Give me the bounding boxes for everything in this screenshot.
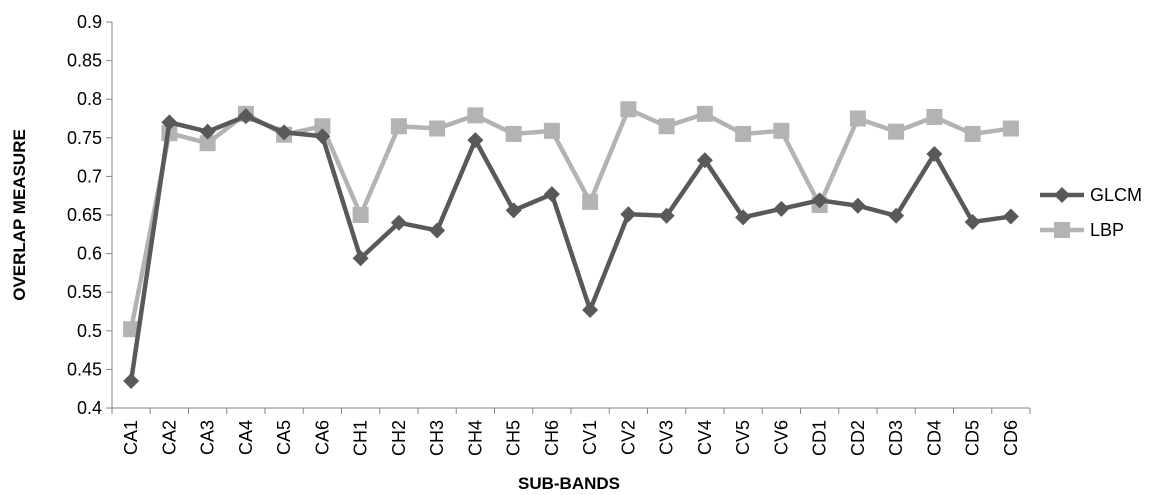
series-lbp xyxy=(123,101,1019,338)
x-tick-label: CV6 xyxy=(771,420,791,455)
series-line-lbp xyxy=(128,106,1012,330)
x-tick-label: CV1 xyxy=(580,420,600,455)
x-tick-label: CA3 xyxy=(198,420,218,455)
data-point-glcm xyxy=(811,192,828,209)
legend-marker xyxy=(1054,187,1070,203)
data-point-glcm xyxy=(926,146,943,163)
data-point-lbp xyxy=(582,193,599,210)
x-tick-label: CV4 xyxy=(695,420,715,455)
y-tick-label: 0.75 xyxy=(67,128,102,148)
x-tick-label: CH2 xyxy=(389,420,409,456)
x-tick-label: CD2 xyxy=(848,420,868,456)
data-point-lbp xyxy=(390,118,407,135)
y-tick-label: 0.8 xyxy=(77,89,102,109)
data-point-glcm xyxy=(1002,208,1019,225)
data-point-glcm xyxy=(696,152,713,169)
data-point-lbp xyxy=(352,207,369,223)
y-tick-label: 0.6 xyxy=(77,244,102,264)
data-point-glcm xyxy=(237,108,254,125)
y-tick-label: 0.9 xyxy=(77,12,102,32)
x-tick-label: CA2 xyxy=(159,420,179,455)
x-tick-label: CH1 xyxy=(351,420,371,456)
x-tick-label: CH6 xyxy=(542,420,562,456)
y-tick-label: 0.55 xyxy=(67,282,102,302)
data-point-lbp xyxy=(314,118,331,135)
y-tick-label: 0.7 xyxy=(77,166,102,186)
data-point-glcm xyxy=(390,214,407,231)
series-line-glcm xyxy=(128,113,1012,382)
y-tick-label: 0.4 xyxy=(77,398,102,418)
y-axis-title: OVERLAP MEASURE xyxy=(10,129,29,301)
data-point-lbp xyxy=(199,135,216,152)
x-tick-label: CD5 xyxy=(963,420,983,456)
data-point-lbp xyxy=(429,120,446,137)
legend-item-glcm: GLCM xyxy=(1040,185,1142,205)
data-point-glcm xyxy=(123,372,140,389)
data-point-glcm xyxy=(429,222,446,239)
data-point-glcm xyxy=(849,197,866,214)
data-point-glcm xyxy=(773,200,790,217)
data-point-glcm xyxy=(505,202,522,219)
legend-marker xyxy=(1054,222,1070,238)
data-point-glcm xyxy=(620,206,637,223)
x-tick-label: CH4 xyxy=(465,420,485,456)
data-point-glcm xyxy=(543,186,560,203)
data-point-lbp xyxy=(620,101,637,118)
legend-label: GLCM xyxy=(1090,185,1142,205)
x-tick-label: CV2 xyxy=(618,420,638,455)
data-point-lbp xyxy=(123,321,140,338)
axes: 0.4 0.45 0.5 0.55 0.6 0.65 0.7 0.75 0.8 0.85 0.9 CA… xyxy=(67,12,1031,456)
data-point-glcm xyxy=(582,301,599,318)
x-axis-title: SUB-BANDS xyxy=(518,474,620,493)
y-tick-label: 0.65 xyxy=(67,205,102,225)
data-point-lbp xyxy=(888,123,905,140)
data-point-glcm xyxy=(352,250,369,267)
series-layer xyxy=(123,101,1019,389)
x-tick-label: CA1 xyxy=(121,420,141,455)
legend-item-lbp: LBP xyxy=(1040,220,1124,240)
data-point-lbp xyxy=(467,107,484,124)
legend: GLCM LBP xyxy=(1040,185,1142,240)
data-point-lbp xyxy=(735,125,752,142)
x-tick-label: CD1 xyxy=(810,420,830,456)
y-tick-label: 0.85 xyxy=(67,51,102,71)
x-tick-label: CD3 xyxy=(886,420,906,456)
data-point-glcm xyxy=(888,207,905,224)
x-tick-label: CH5 xyxy=(504,420,524,456)
x-tick-label: CD6 xyxy=(1001,420,1021,456)
data-point-glcm xyxy=(735,209,752,226)
data-point-glcm xyxy=(199,123,216,140)
data-point-lbp xyxy=(773,122,790,139)
x-tick-label: CA5 xyxy=(274,420,294,455)
x-tick-label: CH3 xyxy=(427,420,447,456)
x-tick-label: CV5 xyxy=(733,420,753,455)
data-point-glcm xyxy=(161,114,178,131)
y-tick-label: 0.45 xyxy=(67,359,102,379)
data-point-lbp xyxy=(964,125,981,142)
x-tick-label: CV3 xyxy=(657,420,677,455)
x-tick-label: CA6 xyxy=(312,420,332,455)
data-point-lbp xyxy=(505,125,522,142)
x-tick-label: CA4 xyxy=(236,420,256,455)
data-point-glcm xyxy=(314,128,331,145)
data-point-lbp xyxy=(926,108,943,125)
data-point-lbp xyxy=(696,105,713,122)
data-point-lbp xyxy=(543,122,560,139)
data-point-glcm xyxy=(658,207,675,224)
data-point-glcm xyxy=(467,132,484,149)
legend-label: LBP xyxy=(1090,220,1124,240)
data-point-lbp xyxy=(658,118,675,135)
y-tick-label: 0.5 xyxy=(77,321,102,341)
x-tick-label: CD4 xyxy=(924,420,944,456)
data-point-lbp xyxy=(849,110,866,127)
data-point-glcm xyxy=(276,124,293,141)
data-point-lbp xyxy=(1002,120,1019,137)
data-point-glcm xyxy=(964,213,981,230)
series-glcm xyxy=(123,108,1019,389)
